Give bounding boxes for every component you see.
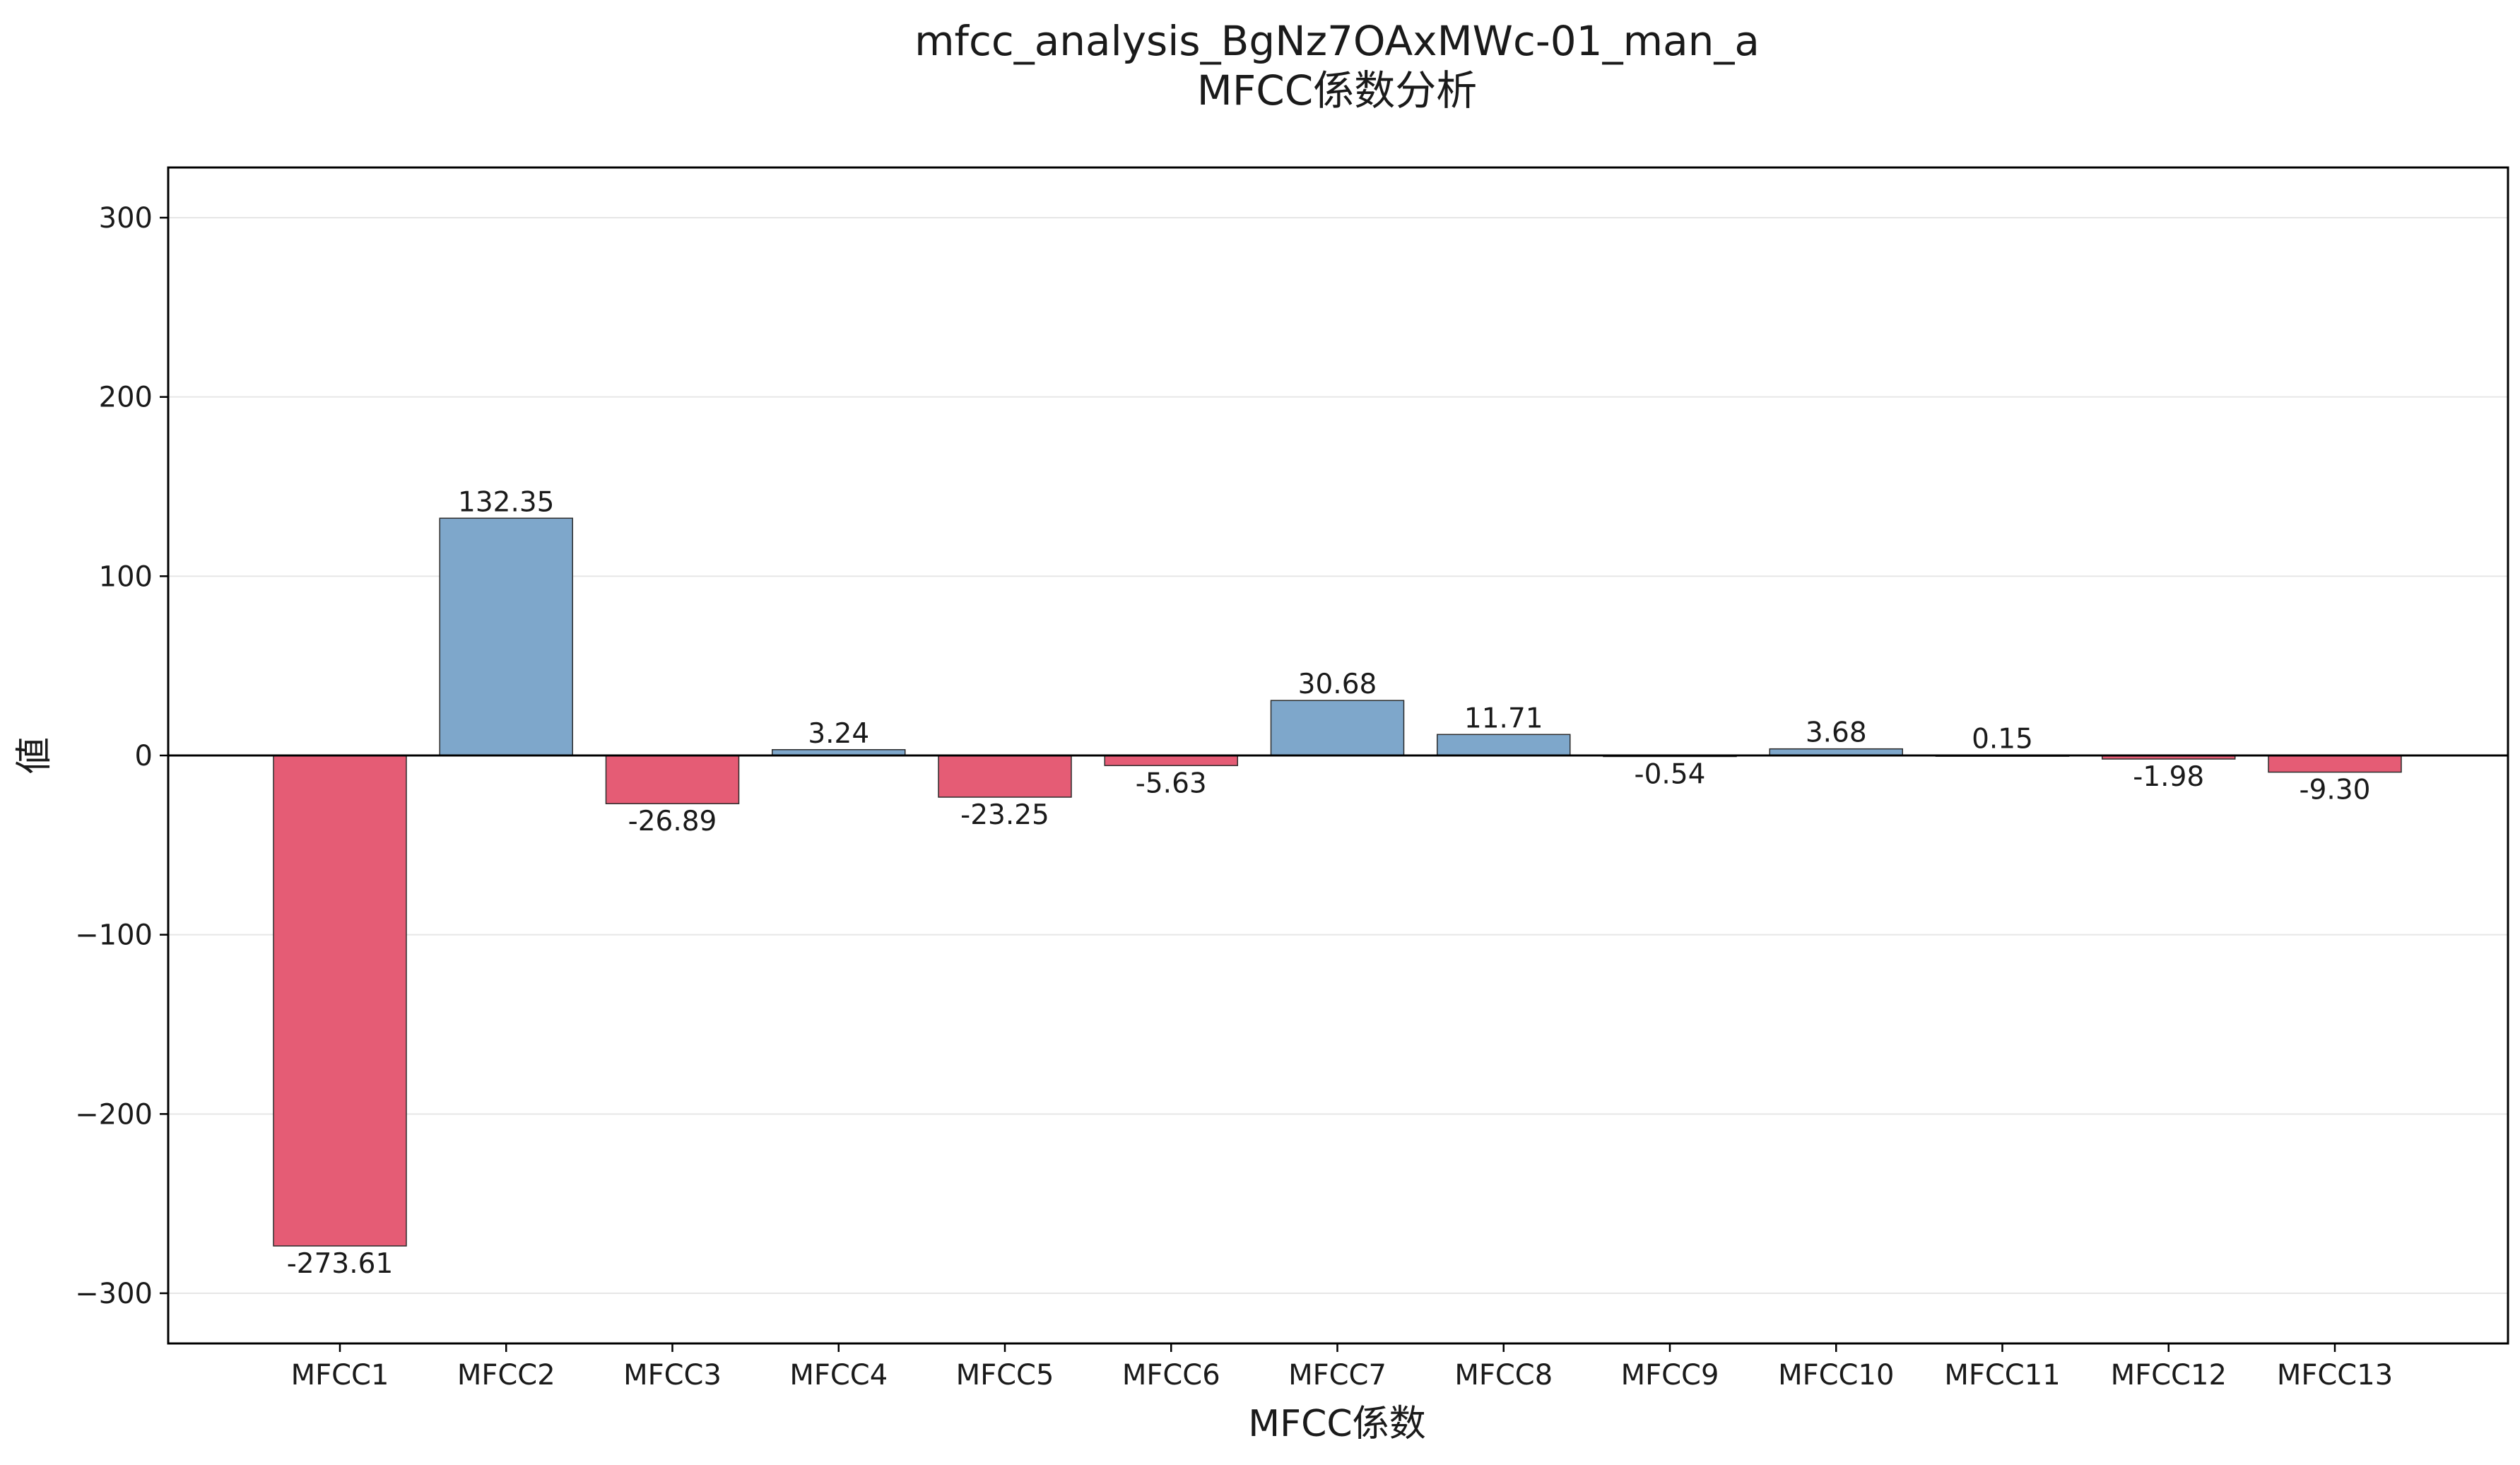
data-label: 3.24 xyxy=(808,718,869,750)
data-labels: -273.61 132.35 -26.89 3.24 -23.25 -5.63 30.68 1… xyxy=(287,486,2371,1280)
chart-subtitle: MFCC係数分析 xyxy=(1197,66,1477,114)
x-tick-label: MFCC6 xyxy=(1122,1359,1220,1392)
data-label: -26.89 xyxy=(628,806,717,837)
data-label: 3.68 xyxy=(1806,717,1867,749)
bar xyxy=(273,755,407,1247)
y-tick-label: −300 xyxy=(75,1278,153,1310)
x-tick-label: MFCC5 xyxy=(956,1359,1054,1392)
y-tick-label: 300 xyxy=(99,202,153,235)
x-tick-label: MFCC9 xyxy=(1621,1359,1719,1392)
y-axis-label: 値 xyxy=(13,737,56,774)
x-tick-label: MFCC3 xyxy=(623,1359,722,1392)
data-label: 30.68 xyxy=(1298,669,1377,700)
x-tick-label: MFCC2 xyxy=(457,1359,555,1392)
bar xyxy=(2268,755,2402,773)
bar xyxy=(1437,734,1571,756)
x-tick-label: MFCC8 xyxy=(1454,1359,1553,1392)
y-axis-ticks: −300 −200 −100 0 100 200 300 xyxy=(75,202,168,1310)
y-tick-label: 100 xyxy=(99,560,153,593)
x-axis-ticks: MFCC1 MFCC2 MFCC3 MFCC4 MFCC5 MFCC6 MFCC7 MFCC8… xyxy=(291,1343,2393,1392)
x-axis-label: MFCC係数 xyxy=(1248,1403,1425,1445)
x-tick-label: MFCC1 xyxy=(291,1359,389,1392)
data-label: -1.98 xyxy=(2133,761,2204,793)
x-tick-label: MFCC10 xyxy=(1778,1359,1894,1392)
bar xyxy=(1270,700,1405,756)
bars xyxy=(273,517,2402,1247)
bar xyxy=(605,755,740,804)
y-tick-label: −200 xyxy=(75,1098,153,1131)
data-label: -0.54 xyxy=(1635,758,1706,790)
bar xyxy=(938,755,1072,798)
bar xyxy=(439,517,573,756)
y-tick-label: −100 xyxy=(75,919,153,952)
bar xyxy=(1104,755,1238,767)
data-label: 11.71 xyxy=(1464,702,1543,734)
y-tick-label: 0 xyxy=(135,740,153,772)
chart-title: mfcc_analysis_BgNz7OAxMWc-01_man_a xyxy=(914,17,1760,65)
data-label: -5.63 xyxy=(1136,767,1207,799)
plot-area-frame xyxy=(167,166,2509,1345)
x-tick-label: MFCC13 xyxy=(2277,1359,2393,1392)
x-tick-label: MFCC4 xyxy=(789,1359,888,1392)
data-label: -273.61 xyxy=(287,1248,394,1280)
x-tick-label: MFCC7 xyxy=(1288,1359,1386,1392)
data-label: -23.25 xyxy=(960,799,1049,831)
y-tick-label: 200 xyxy=(99,382,153,414)
data-label: 132.35 xyxy=(458,486,554,518)
data-label: 0.15 xyxy=(1972,724,2033,755)
x-tick-label: MFCC12 xyxy=(2111,1359,2227,1392)
x-tick-label: MFCC11 xyxy=(1944,1359,2060,1392)
data-label: -9.30 xyxy=(2300,775,2371,806)
